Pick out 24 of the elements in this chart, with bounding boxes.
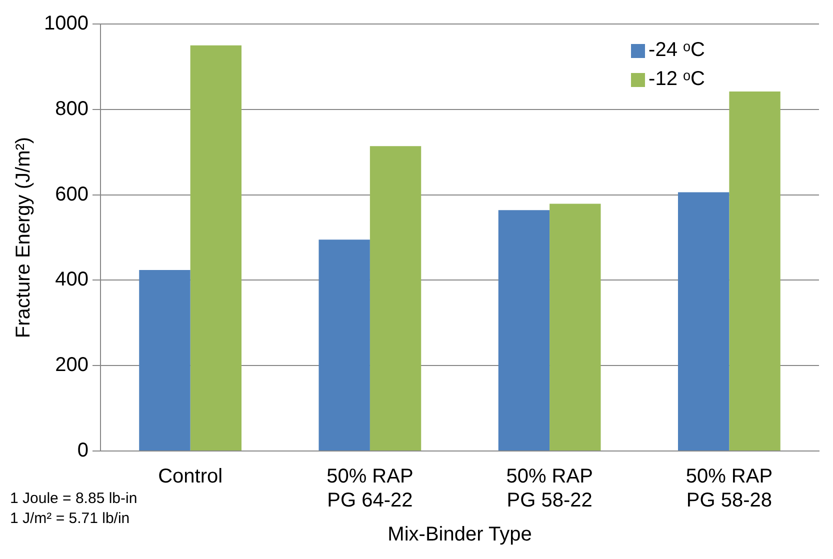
y-tick-label: 600 [55, 183, 88, 206]
x-axis-title: Mix-Binder Type [388, 524, 532, 546]
bar [498, 210, 550, 450]
bar [190, 45, 242, 450]
x-tick-label: 50% RAP PG 58-22 [506, 466, 593, 512]
bar [139, 270, 190, 450]
y-tick-label: 1000 [44, 12, 88, 35]
bar [729, 91, 780, 450]
y-tick-label: 200 [55, 354, 88, 376]
y-tick-label: 0 [77, 440, 88, 462]
text: 1 Joule = 8.85 lb-in [10, 489, 138, 509]
bar [370, 146, 422, 450]
legend-label: -12 ᵒC [648, 67, 705, 92]
y-tick-label: 800 [55, 98, 88, 120]
legend-label: -24 ᵒC [648, 38, 705, 63]
y-axis-title: Fracture Energy (J/m²) [12, 136, 35, 338]
x-tick-label: 50% RAP PG 58-28 [686, 466, 773, 512]
x-tick-label: Control [158, 466, 223, 488]
text: 1 J/m² = 5.71 lb/in [10, 509, 131, 529]
bar [678, 192, 730, 450]
y-tick-label: 400 [55, 268, 88, 291]
x-tick-label: 50% RAP PG 64-22 [326, 466, 414, 512]
bar [318, 240, 370, 450]
bar [550, 204, 601, 450]
